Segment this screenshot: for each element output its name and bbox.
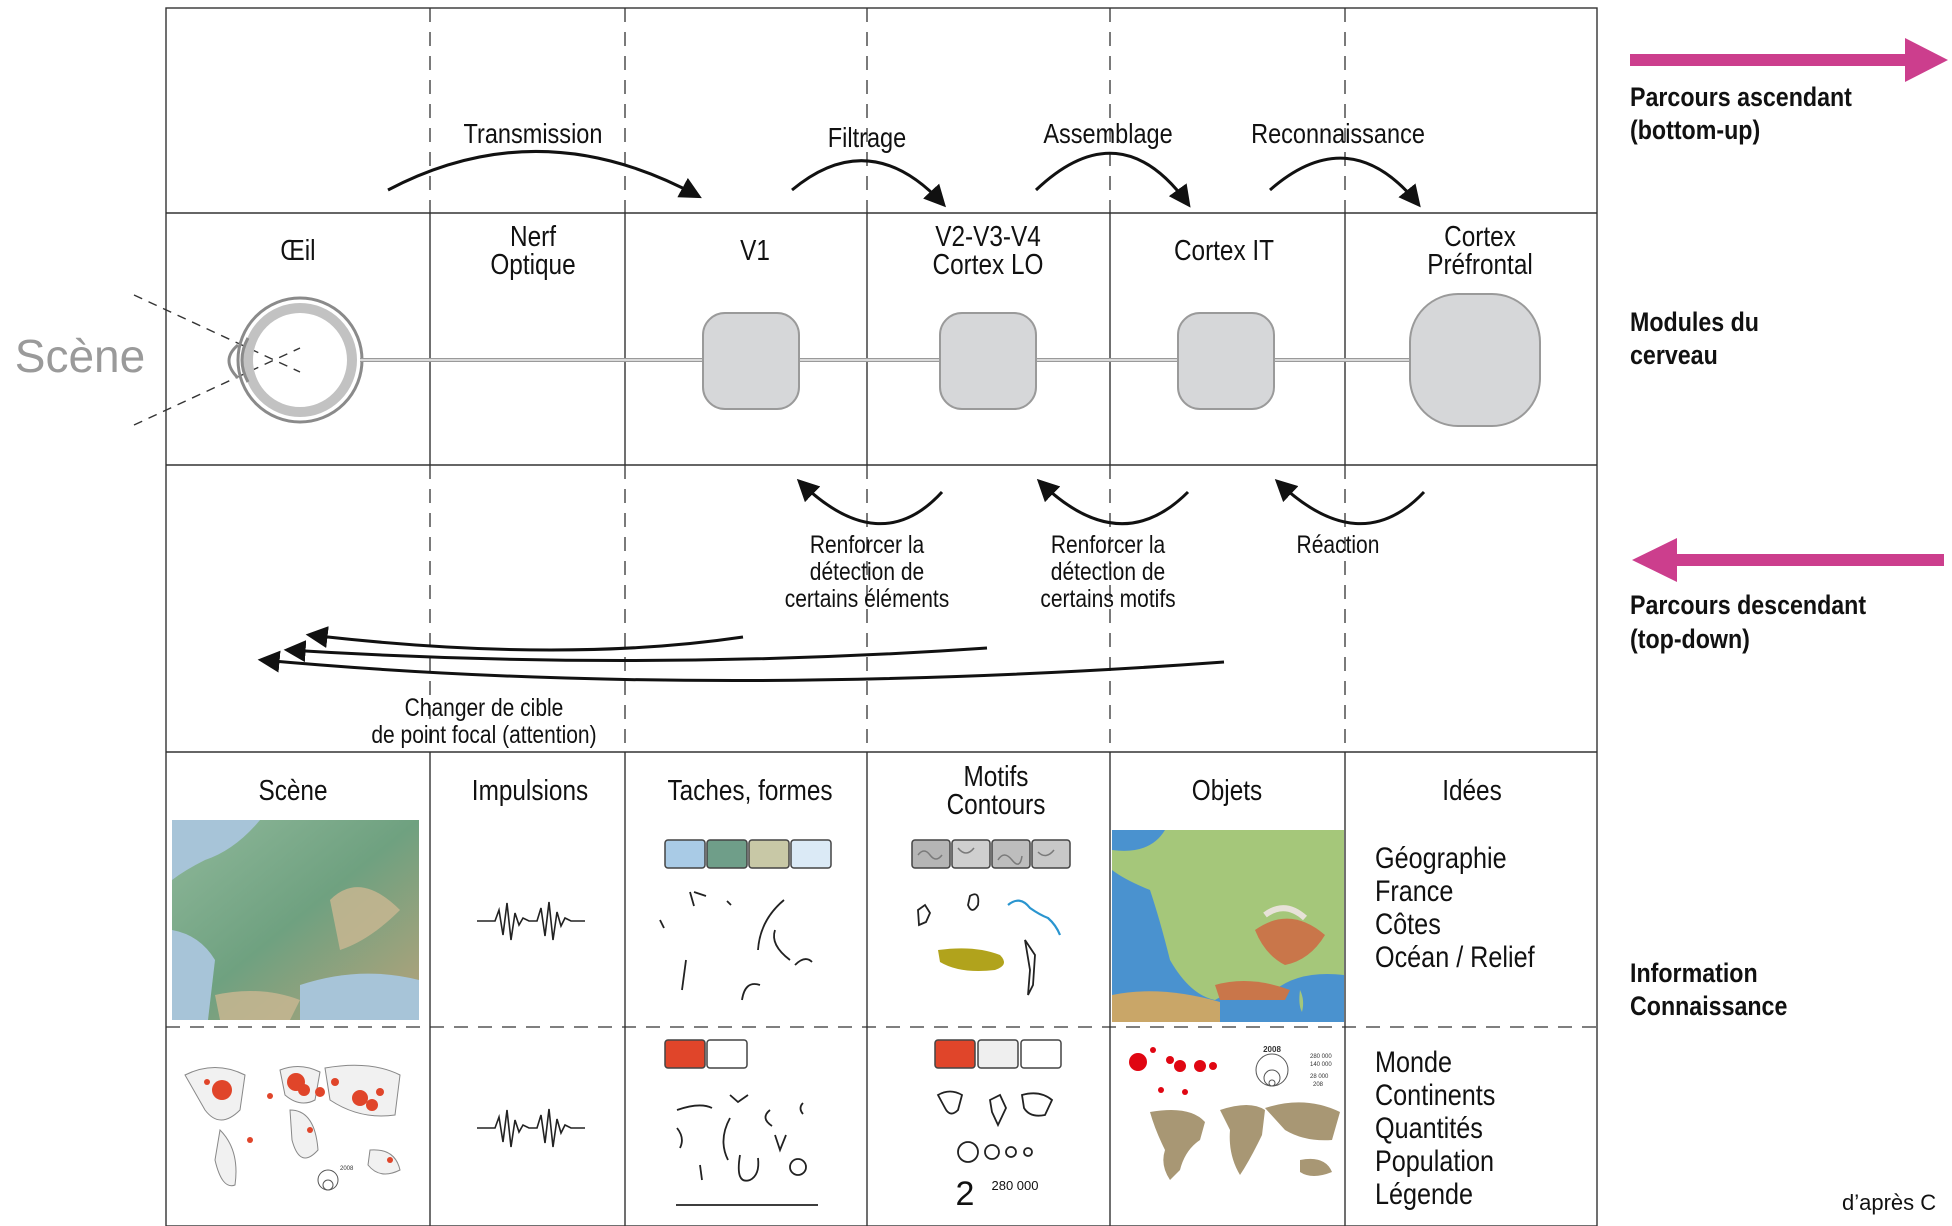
- attention-label: Changer de cible de point focal (attenti…: [371, 693, 596, 748]
- contour-shapes-top: [917, 893, 1062, 996]
- module-prefrontal-line1: Cortex: [1444, 220, 1516, 252]
- reaction-label: Réaction: [1297, 530, 1380, 558]
- impulse-waveform-top: [477, 901, 585, 941]
- info-header-taches: Taches, formes: [667, 774, 832, 806]
- feedback-label-1: Renforcer la détection de certains éléme…: [785, 530, 950, 612]
- svg-text:certains éléments: certains éléments: [785, 584, 950, 612]
- svg-text:Quantités: Quantités: [1375, 1111, 1483, 1145]
- svg-text:Géographie: Géographie: [1375, 841, 1507, 875]
- svg-text:détection de: détection de: [1051, 557, 1165, 585]
- info-header-idees: Idées: [1442, 774, 1502, 806]
- grid-lines: [165, 7, 1598, 1226]
- motifs-number: 2: [956, 1175, 975, 1213]
- world-population-map: 2008: [172, 1055, 419, 1220]
- info-label-line2: Connaissance: [1630, 991, 1787, 1021]
- ascendant-label-line1: Parcours ascendant: [1630, 82, 1852, 112]
- ascendant-arrow: [1630, 38, 1948, 82]
- filtrage-label: Filtrage: [828, 123, 906, 153]
- assemblage-label: Assemblage: [1043, 119, 1172, 149]
- module-cortex-it: Cortex IT: [1174, 234, 1274, 266]
- scene-label: Scène: [15, 330, 145, 382]
- svg-text:2008: 2008: [340, 1166, 354, 1172]
- module-nerf-line1: Nerf: [510, 220, 557, 252]
- info-header-scene: Scène: [258, 774, 327, 806]
- svg-text:Renforcer la: Renforcer la: [1051, 530, 1165, 558]
- proportional-circles: [957, 1141, 1033, 1163]
- modules-label-line2: cerveau: [1630, 340, 1718, 370]
- svg-text:Population: Population: [1375, 1144, 1494, 1178]
- info-header-impulsions: Impulsions: [472, 774, 588, 806]
- info-header-motifs-line1: Motifs: [964, 760, 1029, 792]
- modules-label-line1: Modules du: [1630, 307, 1759, 337]
- svg-text:Changer de cible: Changer de cible: [405, 693, 564, 721]
- svg-text:Renforcer la: Renforcer la: [810, 530, 924, 558]
- bottom-up-arrows: [387, 149, 1421, 208]
- descendant-label-line1: Parcours descendant: [1630, 590, 1867, 620]
- reconnaissance-label: Reconnaissance: [1251, 119, 1425, 149]
- v2-module-box: [939, 312, 1037, 410]
- module-oeil: Œil: [280, 234, 315, 266]
- texture-swatches-bottom: [934, 1039, 1062, 1069]
- top-down-arrows: [257, 478, 1426, 682]
- module-prefrontal-line2: Préfrontal: [1427, 248, 1533, 280]
- color-swatches-top: [664, 839, 832, 869]
- svg-text:28 000: 28 000: [1310, 1074, 1329, 1080]
- cortex-it-module-box: [1177, 312, 1275, 410]
- impulse-waveform-bottom: [477, 1108, 585, 1148]
- dashed-column-lines: [166, 8, 1597, 1028]
- eye-icon: [227, 296, 364, 424]
- svg-text:certains motifs: certains motifs: [1040, 584, 1175, 612]
- module-v1: V1: [740, 234, 770, 266]
- france-relief-map: [172, 820, 419, 1020]
- ascendant-label-line2: (bottom-up): [1630, 115, 1760, 145]
- continent-outlines: [936, 1090, 1054, 1128]
- brain-modules: [702, 293, 1541, 427]
- credit-text: d’après C: [1842, 1190, 1936, 1215]
- module-v2-line1: V2-V3-V4: [935, 220, 1041, 252]
- feedback-label-2: Renforcer la détection de certains motif…: [1040, 530, 1175, 612]
- descendant-label-line2: (top-down): [1630, 624, 1750, 654]
- ideas-list-bottom: Monde Continents Quantités Population Lé…: [1375, 1045, 1495, 1211]
- color-swatches-bottom: [664, 1039, 748, 1069]
- olive-shape: [938, 948, 1004, 971]
- descendant-arrow: [1632, 538, 1944, 582]
- svg-text:Continents: Continents: [1375, 1078, 1495, 1112]
- svg-text:de point focal (attention): de point focal (attention): [371, 720, 596, 748]
- svg-text:France: France: [1375, 874, 1453, 908]
- motifs-value: 280 000: [992, 1178, 1039, 1193]
- svg-text:Monde: Monde: [1375, 1045, 1452, 1079]
- module-v2-line2: Cortex LO: [933, 248, 1044, 280]
- ideas-list-top: Géographie France Côtes Océan / Relief: [1375, 841, 1535, 974]
- transmission-label: Transmission: [464, 119, 603, 149]
- field-of-view-lines: [133, 294, 301, 426]
- svg-text:140 000: 140 000: [1310, 1062, 1332, 1068]
- texture-swatches-top: [911, 839, 1071, 869]
- line-fragments-top: [659, 891, 813, 1001]
- info-header-motifs-line2: Contours: [947, 788, 1046, 820]
- svg-text:208: 208: [1313, 1082, 1324, 1088]
- svg-text:Légende: Légende: [1375, 1177, 1473, 1211]
- info-label-line1: Information: [1630, 958, 1758, 988]
- v1-module-box: [702, 312, 800, 410]
- svg-text:Océan / Relief: Océan / Relief: [1375, 940, 1535, 974]
- svg-text:280 000: 280 000: [1310, 1054, 1332, 1060]
- svg-text:Côtes: Côtes: [1375, 907, 1441, 941]
- line-fragments-bottom: [676, 1094, 818, 1206]
- svg-text:2008: 2008: [1263, 1045, 1281, 1054]
- info-header-objets: Objets: [1192, 774, 1262, 806]
- world-objects-map: 2008 280 000 140 000 28 000 208: [1129, 1045, 1340, 1180]
- france-color-map: [1112, 830, 1344, 1022]
- module-nerf-line2: Optique: [490, 248, 575, 280]
- svg-text:détection de: détection de: [810, 557, 924, 585]
- prefrontal-module-box: [1409, 293, 1541, 427]
